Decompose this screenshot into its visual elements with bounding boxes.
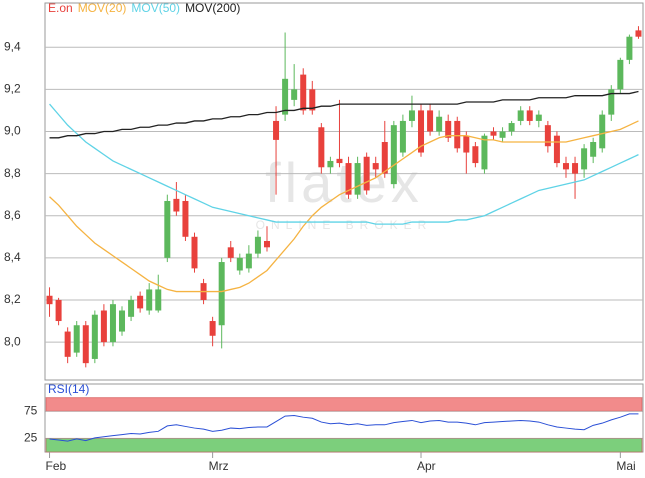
- y-tick-label: 9,0: [4, 124, 21, 138]
- candle-body: [463, 135, 470, 153]
- watermark-sub: ONLINE BROKER: [256, 218, 433, 232]
- candle-body: [517, 110, 524, 121]
- x-tick-label: Mrz: [209, 459, 229, 473]
- candle-body: [91, 314, 98, 359]
- candle-body: [481, 135, 488, 170]
- candle-body: [427, 110, 434, 132]
- candle-body: [236, 257, 243, 271]
- candle-body: [128, 299, 135, 317]
- candle-body: [408, 110, 415, 121]
- y-tick-label: 9,4: [4, 39, 21, 53]
- y-tick-label: 8,2: [4, 292, 21, 306]
- legend-entry: MOV(200): [185, 1, 240, 15]
- candle-body: [418, 110, 425, 153]
- candle-body: [499, 131, 506, 138]
- y-tick-label: 8,6: [4, 208, 21, 222]
- candle-body: [608, 89, 615, 115]
- candle-body: [572, 163, 579, 174]
- candle-body: [390, 125, 397, 185]
- candle-body: [626, 36, 633, 60]
- candle-body: [173, 198, 180, 212]
- candle-body: [119, 310, 126, 332]
- y-tick-label: 9,2: [4, 82, 21, 96]
- candle-body: [282, 78, 289, 115]
- candle-body: [544, 125, 551, 147]
- candle-body: [155, 289, 162, 311]
- candle-body: [562, 163, 569, 170]
- x-tick-label: Apr: [417, 459, 436, 473]
- candle-body: [454, 120, 461, 149]
- candle-body: [363, 156, 370, 191]
- candle-body: [82, 325, 89, 364]
- x-tick-label: Feb: [46, 459, 67, 473]
- legend-entry: RSI(14): [48, 382, 89, 396]
- band: [45, 397, 643, 412]
- candle-body: [336, 158, 343, 164]
- candle-body: [508, 123, 515, 132]
- ma-line: [49, 90, 639, 139]
- y-tick-label: 25: [24, 431, 38, 445]
- candle-body: [590, 142, 597, 157]
- candle-body: [472, 146, 479, 164]
- candle-body: [526, 110, 533, 121]
- candle-body: [254, 236, 261, 254]
- y-tick-label: 8,8: [4, 166, 21, 180]
- candle-body: [55, 299, 62, 322]
- legend-entry: MOV(50): [131, 1, 180, 15]
- y-tick-label: 8,4: [4, 250, 21, 264]
- candle-body: [635, 30, 642, 37]
- candle-body: [581, 148, 588, 170]
- candle-body: [209, 321, 216, 336]
- candle-body: [164, 200, 171, 258]
- legend-entry: MOV(20): [78, 1, 127, 15]
- ma-line: [49, 120, 639, 293]
- candle-body: [309, 89, 316, 111]
- candle-body: [146, 289, 153, 311]
- candle-body: [490, 131, 497, 136]
- candle-body: [227, 247, 234, 258]
- candle-body: [137, 295, 144, 309]
- candle-body: [46, 295, 53, 305]
- candle-body: [218, 262, 225, 326]
- candle-body: [399, 120, 406, 153]
- y-tick-label: 8,0: [4, 334, 21, 348]
- candle-body: [273, 120, 280, 140]
- candle-body: [553, 135, 560, 164]
- candle-body: [263, 240, 270, 248]
- watermark: flatex: [265, 151, 423, 214]
- candle-body: [381, 142, 388, 174]
- candle-body: [436, 116, 443, 132]
- candle-body: [318, 127, 325, 168]
- candle-body: [64, 331, 71, 357]
- candle-body: [300, 74, 307, 111]
- y-tick-label: 75: [24, 403, 38, 417]
- candle-body: [291, 89, 298, 100]
- x-tick-label: Mai: [616, 459, 635, 473]
- candle-body: [100, 310, 107, 343]
- candle-body: [73, 325, 80, 353]
- candle-body: [109, 304, 116, 343]
- candle-body: [354, 163, 361, 195]
- candle-body: [327, 160, 334, 168]
- candle-body: [617, 59, 624, 90]
- candle-body: [245, 253, 252, 269]
- candle-body: [345, 163, 352, 195]
- band: [45, 437, 643, 453]
- candle-body: [372, 163, 379, 170]
- legend-entry: E.on: [48, 1, 73, 15]
- candle-body: [599, 114, 606, 149]
- ma-line: [49, 103, 639, 225]
- rsi-line: [49, 413, 639, 442]
- candle-body: [182, 200, 189, 237]
- candle-body: [191, 236, 198, 269]
- plot-area: [44, 2, 644, 381]
- candle-body: [445, 120, 452, 138]
- candle-body: [535, 114, 542, 121]
